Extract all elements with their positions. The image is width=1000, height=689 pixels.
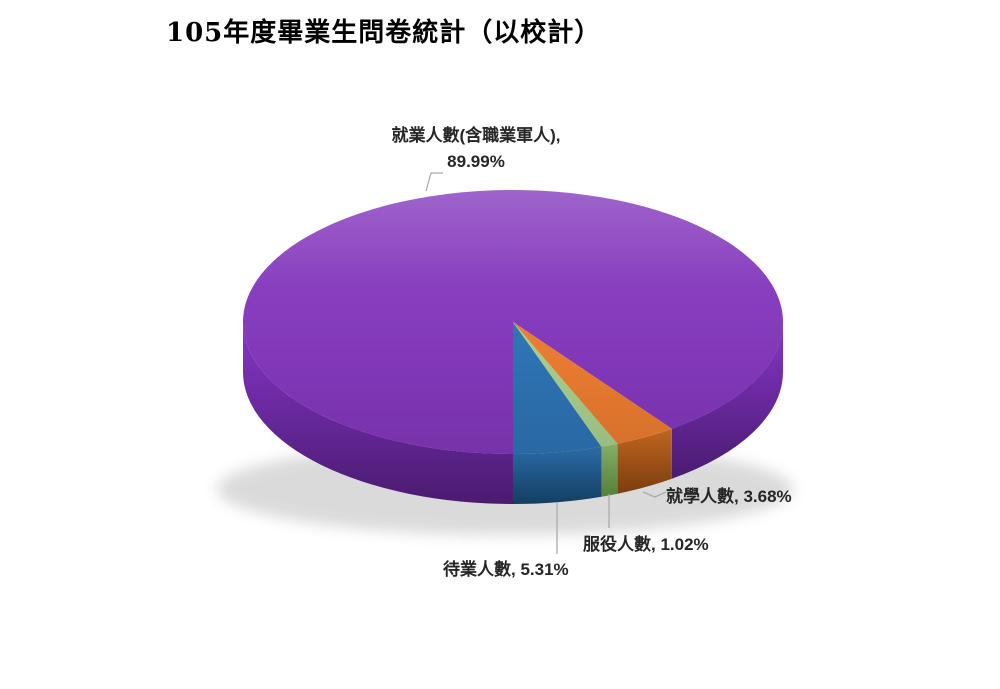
rim-service: [601, 443, 618, 497]
leader-employed: [425, 172, 443, 192]
leader-studying: [642, 491, 667, 498]
rim-unemployed: [513, 446, 602, 504]
label-employed-name: 就業人數(含職業軍人),: [391, 126, 561, 145]
rim-employed-right: [671, 322, 783, 479]
label-studying: 就學人數, 3.68%: [666, 487, 792, 506]
rim-studying: [617, 428, 672, 494]
pie-3d-render: [217, 190, 793, 535]
leader-lines: [425, 172, 667, 554]
pie-top-sheen: [243, 190, 783, 454]
label-unemployed: 待業人數, 5.31%: [443, 560, 569, 579]
label-employed: 就業人數(含職業軍人), 89.99%: [378, 123, 574, 175]
rim-employed-left: [243, 322, 513, 504]
label-service: 服役人數, 1.02%: [583, 535, 709, 554]
chart-title: 105年度畢業生問卷統計（以校計）: [166, 18, 602, 48]
label-employed-value: 89.99%: [447, 152, 505, 171]
